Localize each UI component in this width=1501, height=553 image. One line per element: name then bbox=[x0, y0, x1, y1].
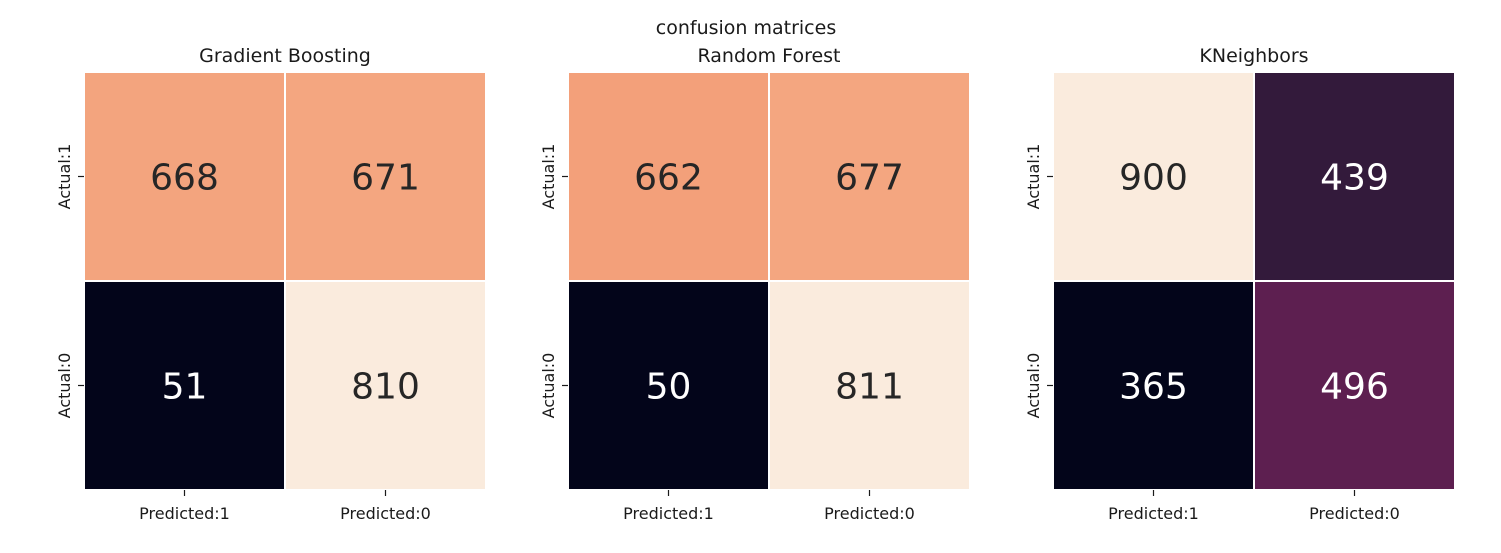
panel-title: KNeighbors bbox=[1199, 45, 1308, 67]
x-tick-label: Predicted:0 bbox=[1309, 504, 1400, 523]
heatmap-cell bbox=[284, 280, 487, 491]
y-tick-label: Actual:0 bbox=[55, 353, 74, 419]
x-tick-label: Predicted:1 bbox=[1108, 504, 1199, 523]
cell-value-label: 365 bbox=[1119, 367, 1188, 408]
heatmap-cell bbox=[1253, 71, 1456, 282]
cell-value-label: 439 bbox=[1320, 158, 1389, 199]
cell-value-label: 51 bbox=[162, 367, 208, 408]
x-tick-label: Predicted:0 bbox=[340, 504, 431, 523]
x-tick-label: Predicted:1 bbox=[139, 504, 230, 523]
heatmap-cell bbox=[768, 71, 971, 282]
heatmap-cell bbox=[284, 71, 487, 282]
heatmap-cell bbox=[567, 280, 770, 491]
heatmap-cell bbox=[83, 71, 286, 282]
y-tick-label: Actual:1 bbox=[1024, 144, 1043, 210]
cell-value-label: 662 bbox=[634, 158, 703, 199]
cell-value-label: 668 bbox=[150, 158, 219, 199]
heatmap-cell bbox=[1253, 280, 1456, 491]
cell-value-label: 900 bbox=[1119, 158, 1188, 199]
cell-value-label: 810 bbox=[351, 367, 420, 408]
heatmap-cell bbox=[83, 280, 286, 491]
y-tick-label: Actual:1 bbox=[55, 144, 74, 210]
figure-title: confusion matrices bbox=[656, 17, 836, 39]
cell-value-label: 496 bbox=[1320, 367, 1389, 408]
cell-value-label: 811 bbox=[835, 367, 904, 408]
heatmap-panel: KNeighbors 900 439 365 496 Actual:1 Actual:0 Pr… bbox=[1024, 45, 1456, 523]
y-tick-label: Actual:0 bbox=[539, 353, 558, 419]
cell-value-label: 671 bbox=[351, 158, 420, 199]
panel-title: Random Forest bbox=[697, 45, 840, 67]
panel-title: Gradient Boosting bbox=[199, 45, 371, 67]
cell-value-label: 677 bbox=[835, 158, 904, 199]
y-tick-label: Actual:0 bbox=[1024, 353, 1043, 419]
heatmap-cell bbox=[1052, 280, 1255, 491]
x-tick-label: Predicted:1 bbox=[623, 504, 714, 523]
heatmap-panel: Random Forest 662 677 50 811 Actual:1 Actual:0… bbox=[539, 45, 971, 523]
y-tick-label: Actual:1 bbox=[539, 144, 558, 210]
heatmap-cell bbox=[768, 280, 971, 491]
heatmap-panel: Gradient Boosting 668 671 51 810 Actual:1 Actu… bbox=[55, 45, 487, 523]
cell-value-label: 50 bbox=[646, 367, 692, 408]
x-tick-label: Predicted:0 bbox=[824, 504, 915, 523]
